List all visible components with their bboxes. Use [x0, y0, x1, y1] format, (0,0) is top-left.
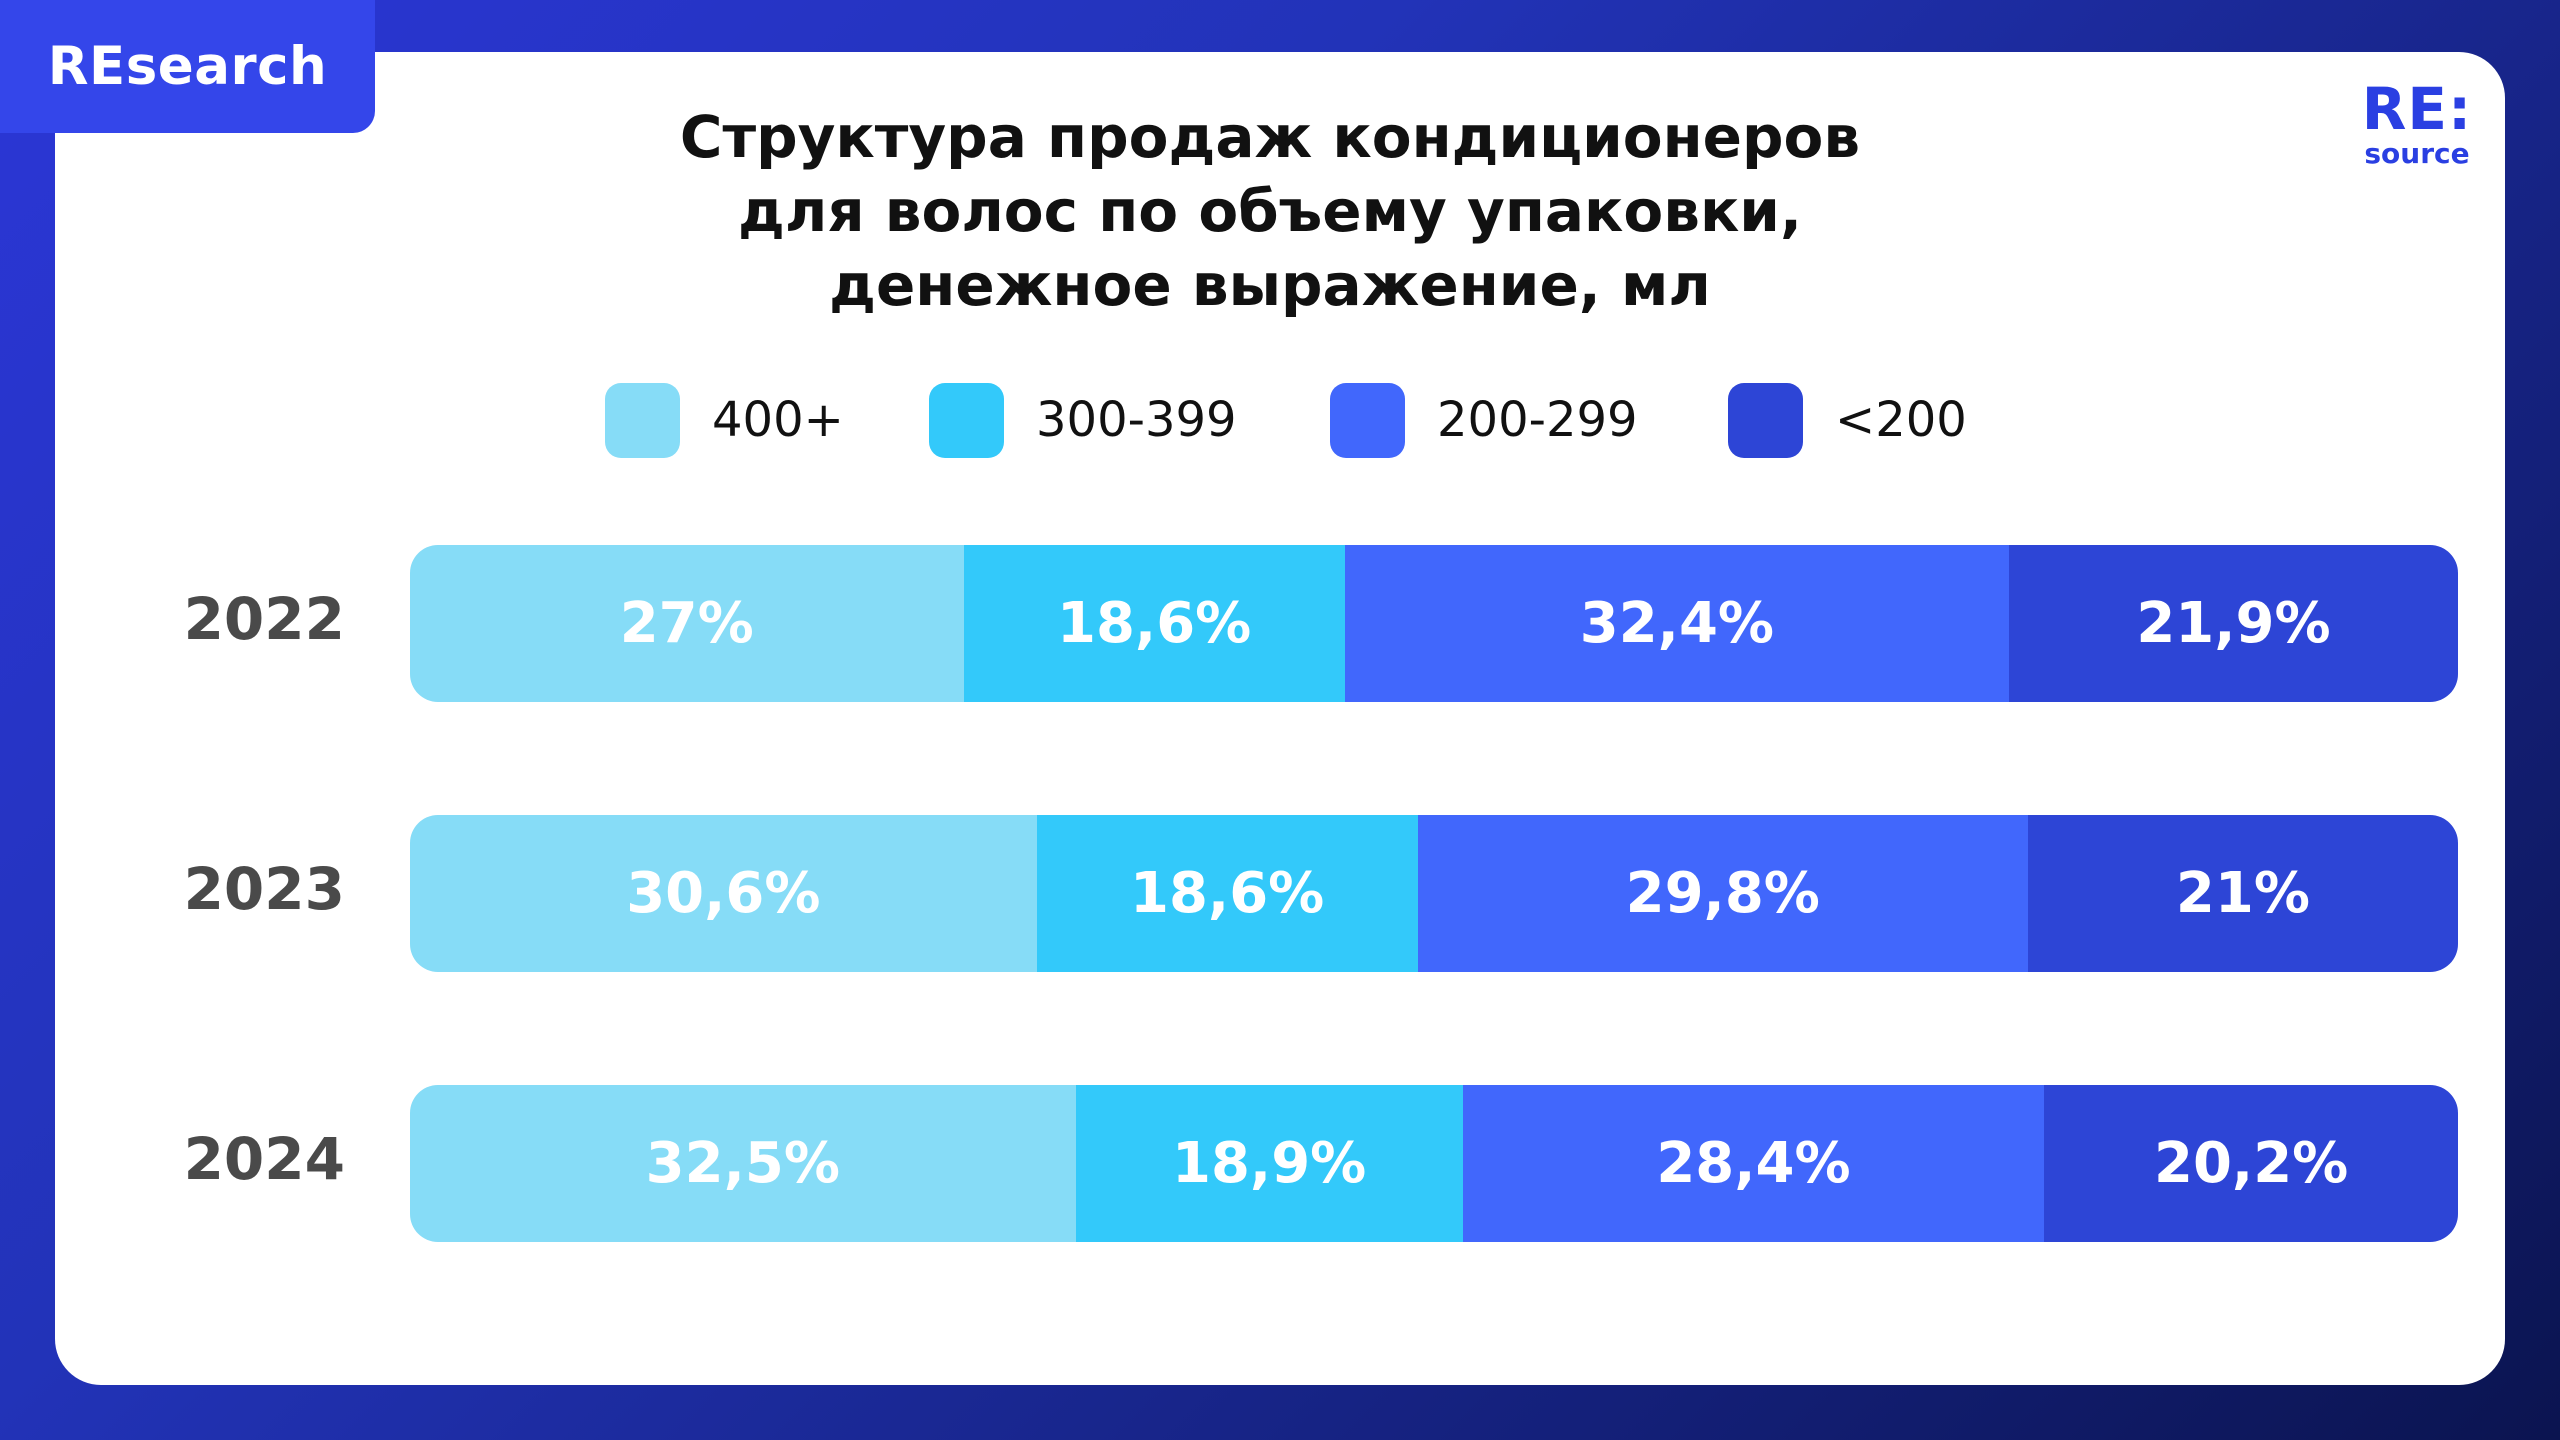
- bar-segment: 21%: [2027, 815, 2458, 972]
- bar-row: 32,5% 18,9% 28,4% 20,2%: [410, 1085, 2458, 1242]
- segment-value-label: 18,6%: [1057, 591, 1252, 656]
- segment-value-label: 18,6%: [1130, 861, 1325, 926]
- chart-title: Структура продаж кондиционеров для волос…: [480, 100, 2060, 322]
- bar-segment: 18,6%: [963, 545, 1345, 702]
- segment-value-label: 32,4%: [1579, 591, 1775, 656]
- legend-swatch: [605, 382, 680, 458]
- title-line: денежное выражение, мл: [829, 251, 1711, 319]
- bar-segment: 32,4%: [1344, 545, 2009, 702]
- segment-value-label: 21%: [2175, 861, 2310, 926]
- title-line: для волос по объему упаковки,: [738, 177, 1802, 245]
- chart-legend: 400+ 300-399 200-299 <200: [0, 380, 2560, 460]
- bar-segment: 30,6%: [410, 815, 1037, 972]
- logo-bottom: source: [2364, 137, 2470, 170]
- segment-value-label: 20,2%: [2153, 1131, 2349, 1196]
- title-line: Структура продаж кондиционеров: [679, 103, 1861, 171]
- legend-item: 400+: [605, 380, 844, 460]
- bar-segment: 21,9%: [2009, 545, 2458, 702]
- research-badge: REsearch: [0, 0, 375, 133]
- legend-item: <200: [1728, 380, 1967, 460]
- legend-label: 300-399: [1036, 392, 1237, 448]
- logo-top: RE:: [2361, 75, 2473, 143]
- year-label: 2022: [183, 585, 345, 653]
- segment-value-label: 27%: [619, 591, 754, 656]
- year-label: 2024: [183, 1125, 345, 1193]
- legend-item: 200-299: [1330, 380, 1638, 460]
- segment-value-label: 30,6%: [626, 861, 821, 926]
- bar-segment: 28,4%: [1462, 1085, 2045, 1242]
- segment-value-label: 18,9%: [1171, 1131, 1367, 1196]
- resource-logo: RE: source: [2352, 80, 2482, 168]
- legend-label: 200-299: [1437, 392, 1638, 448]
- bar-segment: 29,8%: [1417, 815, 2028, 972]
- year-label: 2023: [183, 855, 345, 923]
- legend-label: 400+: [712, 392, 844, 448]
- bar-segment: 32,5%: [410, 1085, 1076, 1242]
- bar-segment: 18,6%: [1036, 815, 1418, 972]
- legend-label: <200: [1835, 392, 1967, 448]
- bar-row: 30,6% 18,6% 29,8% 21%: [410, 815, 2458, 972]
- legend-swatch: [1330, 382, 1405, 458]
- segment-value-label: 32,5%: [645, 1131, 840, 1196]
- segment-value-label: 28,4%: [1656, 1131, 1851, 1196]
- segment-value-label: 29,8%: [1625, 861, 1820, 926]
- bar-segment: 18,9%: [1075, 1085, 1463, 1242]
- legend-swatch: [929, 382, 1004, 458]
- bar-segment: 27%: [410, 545, 964, 702]
- bar-segment: 20,2%: [2044, 1085, 2458, 1242]
- legend-swatch: [1728, 382, 1803, 458]
- bar-row: 27% 18,6% 32,4% 21,9%: [410, 545, 2458, 702]
- legend-item: 300-399: [929, 380, 1237, 460]
- segment-value-label: 21,9%: [2136, 591, 2331, 656]
